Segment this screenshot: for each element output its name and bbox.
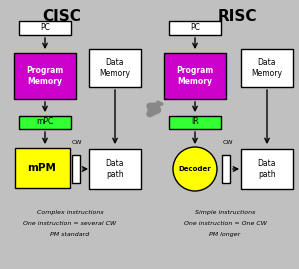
Bar bbox=[241, 149, 293, 189]
Text: Decoder: Decoder bbox=[179, 166, 211, 172]
Bar bbox=[222, 155, 230, 183]
Bar bbox=[89, 149, 141, 189]
Bar bbox=[72, 155, 80, 183]
Text: IR: IR bbox=[191, 118, 199, 126]
Text: Data
Memory: Data Memory bbox=[251, 58, 283, 78]
Text: Simple instructions: Simple instructions bbox=[195, 210, 255, 215]
Bar bbox=[19, 21, 71, 35]
Text: Data
path: Data path bbox=[258, 159, 276, 179]
Bar bbox=[241, 49, 293, 87]
Bar bbox=[14, 148, 69, 188]
Text: PM longer: PM longer bbox=[209, 232, 241, 237]
Text: PM standard: PM standard bbox=[50, 232, 90, 237]
Text: Data
path: Data path bbox=[106, 159, 124, 179]
Text: mPC: mPC bbox=[36, 118, 54, 126]
Bar bbox=[169, 115, 221, 129]
Text: Complex instructions: Complex instructions bbox=[37, 210, 103, 215]
Text: Data
Memory: Data Memory bbox=[100, 58, 130, 78]
Text: CW: CW bbox=[72, 140, 82, 144]
Bar bbox=[19, 115, 71, 129]
Text: One instruction = several CW: One instruction = several CW bbox=[23, 221, 117, 226]
Text: Program
Memory: Program Memory bbox=[26, 66, 64, 86]
Bar bbox=[164, 53, 226, 99]
Text: mPM: mPM bbox=[28, 163, 57, 173]
Text: One instruction = One CW: One instruction = One CW bbox=[184, 221, 266, 226]
Text: Program
Memory: Program Memory bbox=[176, 66, 213, 86]
Text: CW: CW bbox=[223, 140, 233, 144]
Text: PC: PC bbox=[190, 23, 200, 33]
Text: CISC: CISC bbox=[42, 9, 81, 24]
Bar bbox=[14, 53, 76, 99]
Text: RISC: RISC bbox=[217, 9, 257, 24]
Bar bbox=[169, 21, 221, 35]
Circle shape bbox=[173, 147, 217, 191]
Text: PC: PC bbox=[40, 23, 50, 33]
Bar bbox=[89, 49, 141, 87]
